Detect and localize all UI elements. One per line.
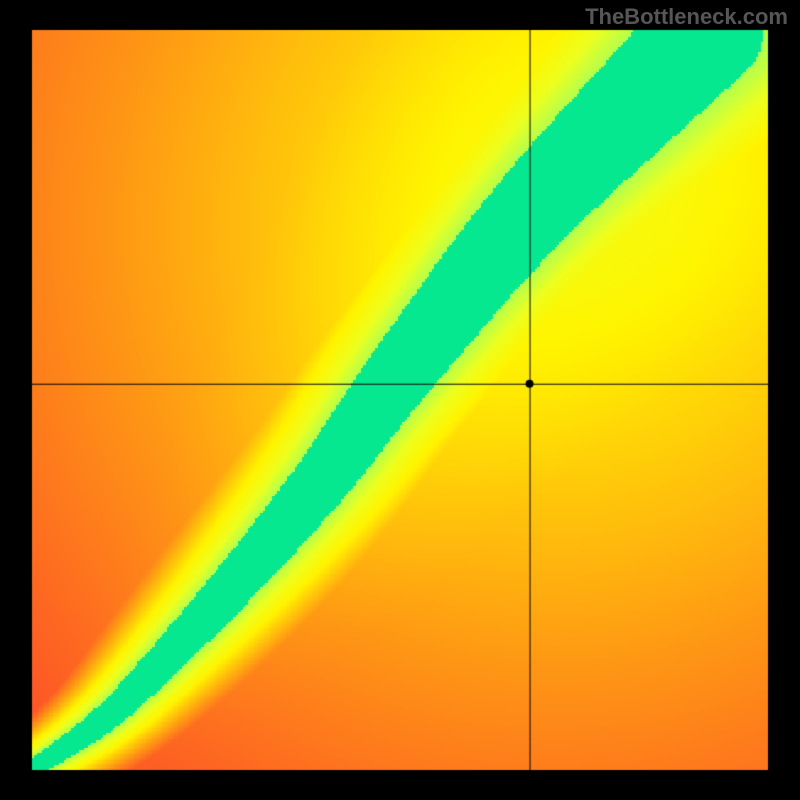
bottleneck-heatmap-canvas bbox=[0, 0, 800, 800]
watermark-text: TheBottleneck.com bbox=[585, 4, 788, 30]
chart-container: TheBottleneck.com bbox=[0, 0, 800, 800]
